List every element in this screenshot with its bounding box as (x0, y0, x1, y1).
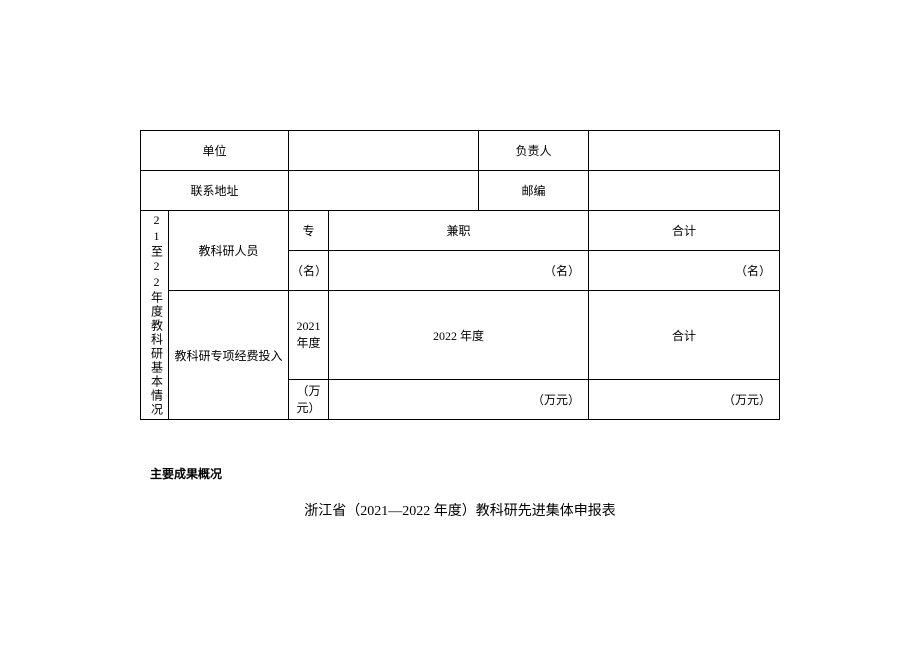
page-title: 浙江省（2021—2022 年度）教科研先进集体申报表 (140, 500, 780, 520)
side-label: 21至22年度教科研基本情况 (146, 213, 164, 417)
table-row: 教科研专项经费投入 2021 年度 2022 年度 合计 (141, 291, 780, 380)
personnel-col2-header: 兼职 (329, 211, 589, 251)
address-label: 联系地址 (141, 171, 289, 211)
principal-label: 负责人 (479, 131, 589, 171)
funding-col3-unit: （万元） (589, 380, 780, 420)
personnel-col3-unit: （名） (589, 251, 780, 291)
funding-label: 教科研专项经费投入 (169, 291, 289, 420)
funding-col2-unit: （万元） (329, 380, 589, 420)
personnel-col3-header: 合计 (589, 211, 780, 251)
personnel-col1-header: 专 (289, 211, 329, 251)
principal-value (589, 131, 780, 171)
table-row: 21至22年度教科研基本情况 教科研人员 专 兼职 合计 (141, 211, 780, 251)
table-row: 单位 负责人 (141, 131, 780, 171)
funding-col3-header: 合计 (589, 291, 780, 380)
unit-label: 单位 (141, 131, 289, 171)
funding-col2-header: 2022 年度 (329, 291, 589, 380)
side-label-cell: 21至22年度教科研基本情况 (141, 211, 169, 420)
personnel-col2-unit: （名） (329, 251, 589, 291)
funding-col1-header: 2021 年度 (289, 291, 329, 380)
unit-value (289, 131, 479, 171)
postcode-label: 邮编 (479, 171, 589, 211)
subtitle: 主要成果概况 (150, 465, 780, 482)
personnel-col1-unit: （名） (289, 251, 329, 291)
personnel-label: 教科研人员 (169, 211, 289, 291)
postcode-value (589, 171, 780, 211)
form-table: 单位 负责人 联系地址 邮编 21至22年度教科研基本情况 教科研人员 专 兼职… (140, 130, 780, 420)
table-row: 联系地址 邮编 (141, 171, 780, 211)
funding-col1-unit: （万 元） (289, 380, 329, 420)
address-value (289, 171, 479, 211)
